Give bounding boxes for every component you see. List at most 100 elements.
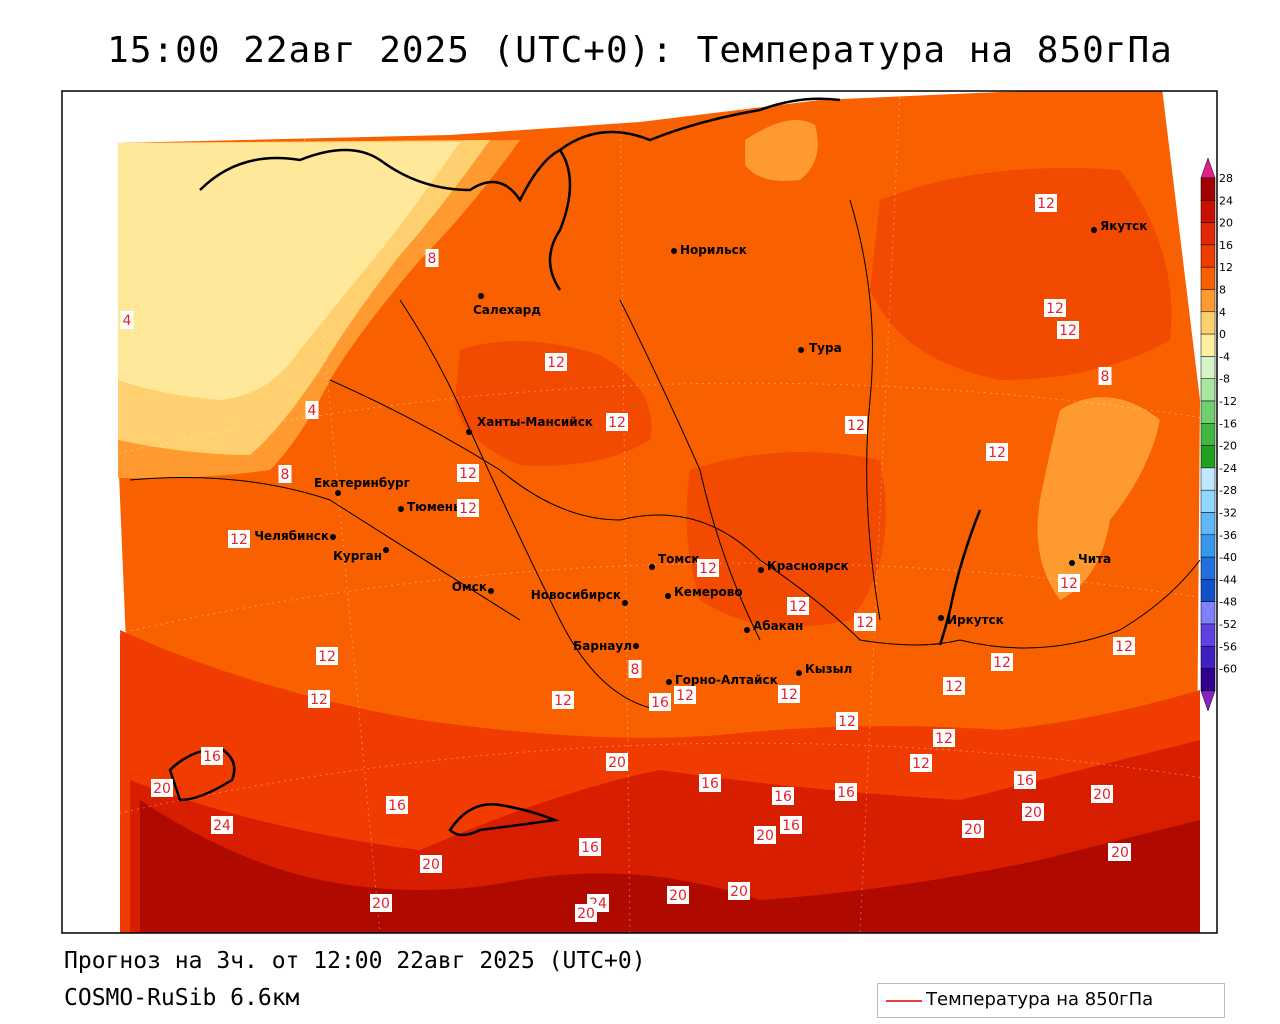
city-label: Екатеринбург bbox=[314, 476, 410, 490]
contour-label-box bbox=[628, 660, 642, 678]
contour-label-value: 12 bbox=[856, 615, 874, 631]
contour-label-value: 20 bbox=[577, 906, 595, 922]
city-dot bbox=[1091, 227, 1097, 233]
colorbar-swatch bbox=[1200, 579, 1216, 602]
contour-label-box bbox=[778, 685, 800, 703]
patch-cool-transbaikal bbox=[1037, 397, 1160, 600]
contour-label: 8 bbox=[628, 660, 642, 678]
contour-label-box bbox=[545, 353, 567, 371]
city-dot bbox=[665, 593, 671, 599]
city-markers: Норильск Якутск Салехард Тура Ханты-Мансийск… bbox=[254, 219, 1147, 687]
contour-label-value: 12 bbox=[318, 649, 336, 665]
city-label: Новосибирск bbox=[531, 588, 621, 602]
contour-label: 12 bbox=[991, 653, 1013, 671]
contour-label-value: 12 bbox=[789, 599, 807, 615]
contour-label-value: 4 bbox=[308, 403, 317, 419]
map-title: 15:00 22авг 2025 (UTC+0): Температура на… bbox=[107, 30, 1173, 71]
contour-label: 16 bbox=[835, 783, 857, 801]
contour-label: 20 bbox=[1022, 803, 1044, 821]
contour-label-value: 16 bbox=[782, 818, 800, 834]
contour-label-box bbox=[1035, 194, 1057, 212]
colorbar-tick-label: 24 bbox=[1219, 194, 1233, 207]
contour-label-value: 12 bbox=[1059, 323, 1077, 339]
contour-label-box bbox=[606, 413, 628, 431]
contour-label-value: 12 bbox=[547, 355, 565, 371]
colorbar-swatch bbox=[1200, 333, 1216, 357]
contour-label-box bbox=[308, 690, 330, 708]
contour-label: 12 bbox=[674, 686, 696, 704]
contour-label: 20 bbox=[962, 820, 984, 838]
city-dot bbox=[330, 534, 336, 540]
contour-label-box bbox=[1098, 367, 1112, 385]
temperature-fields bbox=[118, 91, 1200, 933]
contour-label-value: 12 bbox=[1060, 576, 1078, 592]
contour-label-box bbox=[910, 754, 932, 772]
city-label: Чита bbox=[1078, 552, 1111, 566]
contour-label-box bbox=[854, 613, 876, 631]
colorbar-tick-label: -16 bbox=[1219, 417, 1237, 430]
contour-label: 16 bbox=[201, 747, 223, 765]
city-dot bbox=[796, 670, 802, 676]
contour-label-box bbox=[386, 796, 408, 814]
contour-label-box bbox=[1057, 321, 1079, 339]
contour-label-box bbox=[457, 464, 479, 482]
contour-label: 24 bbox=[211, 816, 233, 834]
contour-label: 8 bbox=[425, 249, 439, 267]
colorbar-tick-label: -52 bbox=[1219, 618, 1237, 631]
contour-label-value: 16 bbox=[701, 776, 719, 792]
contour-label-value: 12 bbox=[935, 731, 953, 747]
colorbar-swatch bbox=[1200, 467, 1216, 491]
contour-label-box bbox=[1109, 843, 1131, 861]
contour-label: 20 bbox=[728, 882, 750, 900]
contour-label: 12 bbox=[1035, 194, 1057, 212]
contour-label-value: 8 bbox=[428, 251, 437, 267]
colorbar-swatch bbox=[1200, 668, 1216, 692]
contour-label: 16 bbox=[780, 816, 802, 834]
contour-label-box bbox=[278, 465, 292, 483]
contour-label-box bbox=[933, 729, 955, 747]
colorbar-tick-label: -48 bbox=[1219, 596, 1237, 609]
contour-label-box bbox=[699, 774, 721, 792]
contour-label: 20 bbox=[1109, 843, 1131, 861]
colorbar-swatch bbox=[1200, 445, 1216, 469]
colorbar-swatch bbox=[1200, 556, 1216, 580]
contour-label-value: 20 bbox=[669, 888, 687, 904]
contour-label-value: 12 bbox=[459, 501, 477, 517]
legend-label: Температура на 850гПа bbox=[926, 989, 1154, 1010]
contour-label-value: 20 bbox=[964, 822, 982, 838]
colorbar-tick-label: 8 bbox=[1219, 284, 1226, 297]
city-label: Якутск bbox=[1100, 219, 1147, 233]
colorbar-tick-label: -4 bbox=[1219, 350, 1230, 363]
contour-label-box bbox=[1113, 637, 1135, 655]
contour-label-value: 12 bbox=[310, 692, 328, 708]
city-label: Тюмень bbox=[407, 500, 461, 514]
colorbar-tick-label: 12 bbox=[1219, 261, 1233, 274]
contour-label-box bbox=[986, 443, 1008, 461]
colorbar-tick-label: -32 bbox=[1219, 507, 1237, 520]
contour-label: 12 bbox=[606, 413, 628, 431]
contour-label-value: 12 bbox=[1046, 301, 1064, 317]
contour-label-box bbox=[991, 653, 1013, 671]
colorbar-tick-label: -60 bbox=[1219, 663, 1237, 676]
city-label: Барнаул bbox=[573, 639, 632, 653]
contour-label-value: 12 bbox=[912, 756, 930, 772]
contour-label-box bbox=[575, 904, 597, 922]
contour-label: 12 bbox=[1058, 574, 1080, 592]
city-dot bbox=[666, 679, 672, 685]
contour-label-value: 12 bbox=[699, 561, 717, 577]
contour-label-box bbox=[120, 311, 134, 329]
colorbar-swatch bbox=[1200, 378, 1216, 402]
contour-label-value: 20 bbox=[153, 781, 171, 797]
contour-label-value: 16 bbox=[581, 840, 599, 856]
contour-label-value: 8 bbox=[281, 467, 290, 483]
colorbar-tick-label: -12 bbox=[1219, 395, 1237, 408]
contour-label-box bbox=[836, 712, 858, 730]
contour-label: 20 bbox=[1091, 785, 1113, 803]
contour-label-box bbox=[943, 677, 965, 695]
city-dot bbox=[478, 293, 484, 299]
contour-label: 12 bbox=[933, 729, 955, 747]
contour-label: 12 bbox=[1057, 321, 1079, 339]
patch-cool-taymyr bbox=[745, 120, 818, 181]
city-dot bbox=[383, 547, 389, 553]
colorbar-swatch bbox=[1200, 601, 1216, 625]
